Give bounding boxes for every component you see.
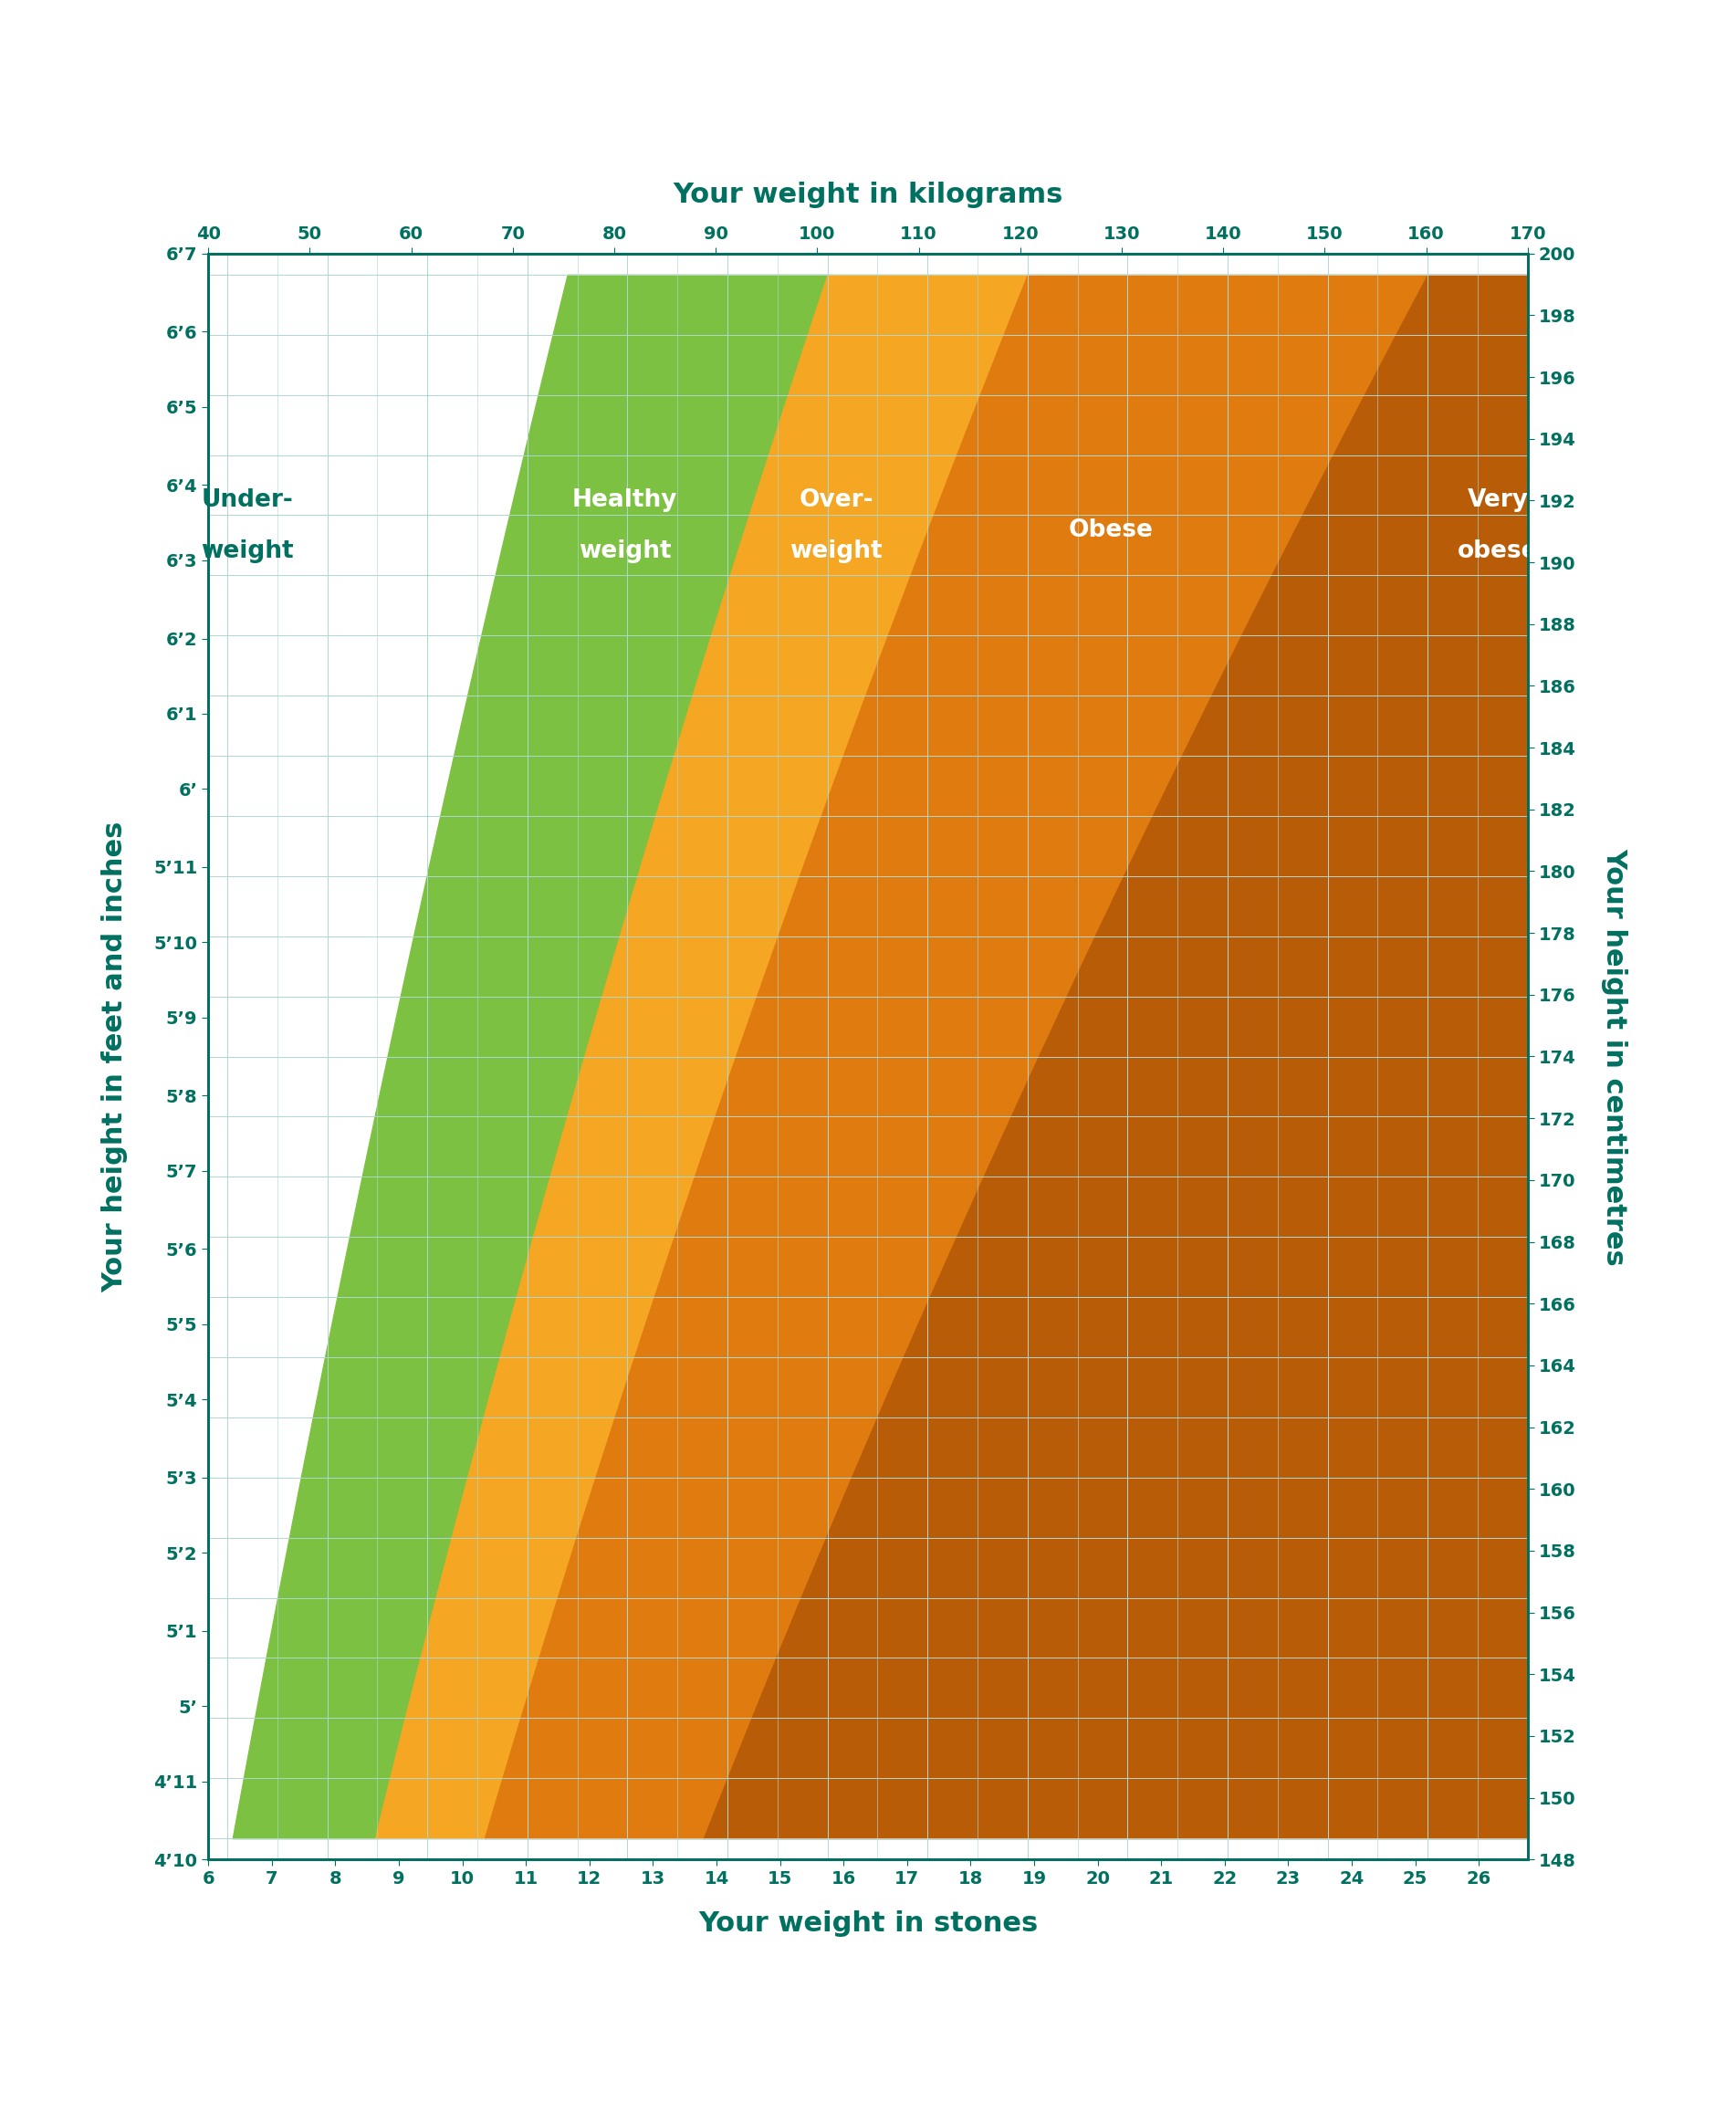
X-axis label: Your weight in stones: Your weight in stones: [698, 1910, 1038, 1938]
Text: obese: obese: [1457, 539, 1538, 562]
Text: weight: weight: [201, 539, 293, 562]
X-axis label: Your weight in kilograms: Your weight in kilograms: [674, 182, 1062, 207]
Text: weight: weight: [790, 539, 882, 562]
Text: Obese: Obese: [1069, 518, 1153, 543]
Text: Healthy: Healthy: [573, 488, 677, 511]
Text: Very: Very: [1467, 488, 1528, 511]
Y-axis label: Your height in feet and inches: Your height in feet and inches: [102, 820, 128, 1293]
Y-axis label: Your height in centimetres: Your height in centimetres: [1601, 847, 1628, 1266]
Text: Over-: Over-: [799, 488, 873, 511]
Text: weight: weight: [578, 539, 672, 562]
Text: Under-: Under-: [201, 488, 293, 511]
